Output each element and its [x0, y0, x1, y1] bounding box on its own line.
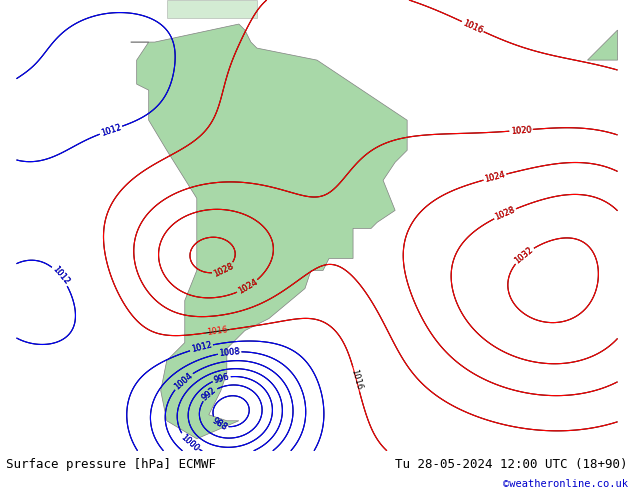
Text: 1024: 1024	[236, 278, 259, 296]
Text: 1012: 1012	[100, 122, 122, 138]
Text: 1032: 1032	[513, 245, 535, 266]
Text: 1012: 1012	[190, 341, 212, 354]
Text: 1008: 1008	[219, 347, 240, 358]
Text: Surface pressure [hPa] ECMWF: Surface pressure [hPa] ECMWF	[6, 458, 216, 471]
Text: 1012: 1012	[190, 341, 212, 354]
Text: 1024: 1024	[236, 278, 259, 296]
Text: 1024: 1024	[484, 170, 506, 184]
Text: 1028: 1028	[212, 261, 235, 278]
Text: 1028: 1028	[493, 205, 517, 222]
Text: 1012: 1012	[50, 265, 71, 287]
Text: 1016: 1016	[207, 325, 229, 337]
Polygon shape	[131, 24, 407, 439]
Text: 1004: 1004	[172, 370, 194, 391]
Text: 1012: 1012	[100, 122, 122, 138]
Text: 1028: 1028	[212, 261, 235, 278]
Text: 1020: 1020	[510, 125, 532, 136]
Text: 992: 992	[200, 386, 218, 403]
Text: 996: 996	[212, 372, 230, 385]
Text: 1008: 1008	[219, 347, 240, 358]
Text: 1028: 1028	[493, 205, 517, 222]
Text: 1000: 1000	[179, 432, 200, 453]
Text: 1016: 1016	[462, 18, 484, 35]
Text: 1024: 1024	[484, 170, 506, 184]
Text: 1016: 1016	[349, 368, 363, 391]
Text: Tu 28-05-2024 12:00 UTC (18+90): Tu 28-05-2024 12:00 UTC (18+90)	[395, 458, 628, 471]
Text: 988: 988	[210, 416, 229, 432]
Text: 1032: 1032	[513, 245, 535, 266]
Polygon shape	[588, 30, 618, 60]
Polygon shape	[167, 0, 257, 18]
Text: ©weatheronline.co.uk: ©weatheronline.co.uk	[503, 479, 628, 489]
Text: 1004: 1004	[172, 370, 194, 391]
Text: 988: 988	[210, 416, 229, 432]
Text: 996: 996	[212, 372, 230, 385]
Text: 1020: 1020	[510, 125, 532, 136]
Text: 992: 992	[200, 386, 218, 403]
Text: 1000: 1000	[179, 432, 200, 453]
Text: 1012: 1012	[50, 265, 71, 287]
Text: 1016: 1016	[462, 18, 484, 35]
